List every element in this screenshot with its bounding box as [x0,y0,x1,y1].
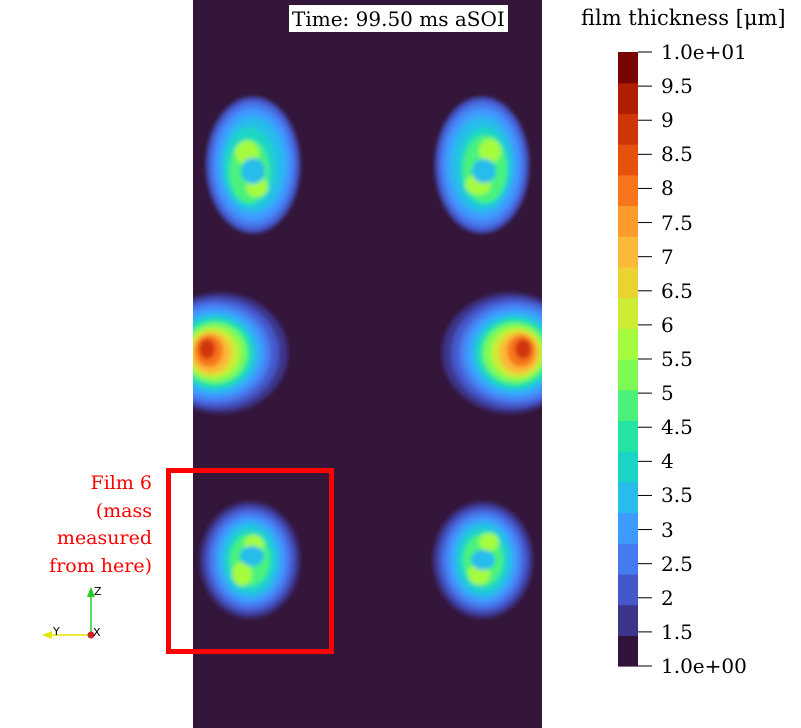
film-spot-4 [442,293,542,413]
colorbar-band [618,451,638,483]
colorbar-tick-label: 7.5 [661,210,693,235]
colorbar-band [618,113,638,145]
colorbar-tick-label: 9.5 [661,74,693,99]
colorbar-band [618,635,638,667]
colorbar-tick-label: 3 [661,517,674,542]
colorbar-band [618,481,638,514]
colorbar-tick-label: 4 [661,449,674,474]
colorbar-tick-label: 8 [661,176,674,201]
colorbar-tick-label: 2 [661,585,674,610]
colorbar-band [618,297,638,329]
film-spot-1 [206,97,300,233]
colorbar-band [618,604,638,636]
colorbar-band [618,420,638,452]
colorbar-tick-marks [638,51,652,667]
film-6-annotation: Film 6 (mass measured from here) [49,470,152,580]
colorbar-title: film thickness [μm] [581,6,786,30]
colorbar-band [618,82,638,114]
colorbar-band [618,573,638,606]
colorbar-tick-label: 1.0e+01 [661,40,747,64]
annotation-line: measured [56,527,152,549]
colorbar-tick-label: 6 [661,312,674,337]
colorbar-tick-label: 4.5 [661,415,693,440]
colorbar-band [618,144,638,176]
colorbar-tick-label: 9 [661,108,674,133]
annotation-line: from here) [49,554,152,577]
colorbar-bands [618,52,638,667]
film-spot-2 [435,97,529,233]
film-6-highlight-box [166,468,334,654]
colorbar-band [618,205,638,237]
colorbar-band [618,359,638,391]
colorbar-tick-label: 5.5 [661,347,693,371]
time-label: Time: 99.50 ms aSOI [289,5,508,32]
film-spot-3 [193,293,288,413]
colorbar-band [618,236,638,268]
colorbar-tick-label: 1.5 [661,619,693,644]
colorbar-band [618,389,638,421]
colorbar-tick-label: 6.5 [661,278,693,303]
annotation-line: (mass [95,499,152,522]
axes-triad [42,587,95,639]
colorbar-tick-label: 7 [661,244,674,269]
colorbar-band [618,266,638,299]
colorbar-band [618,543,638,575]
colorbar-tick-label: 3.5 [661,483,693,508]
axis-x-label: X [93,626,101,639]
axis-z-label: Z [94,585,102,598]
colorbar-tick-label: 1.0e+00 [661,654,747,678]
colorbar-band [618,328,638,360]
annotation-line: Film 6 [90,472,152,494]
colorbar-tick-label: 2.5 [661,551,693,576]
axis-y-label: Y [53,625,60,638]
film-spot-5 [433,502,533,618]
colorbar-tick-label: 8.5 [661,142,693,167]
colorbar-band [618,174,638,207]
colorbar-band [618,512,638,544]
colorbar-band [618,52,638,84]
colorbar-tick-label: 5 [661,381,674,406]
film-spot-6 [200,502,300,618]
